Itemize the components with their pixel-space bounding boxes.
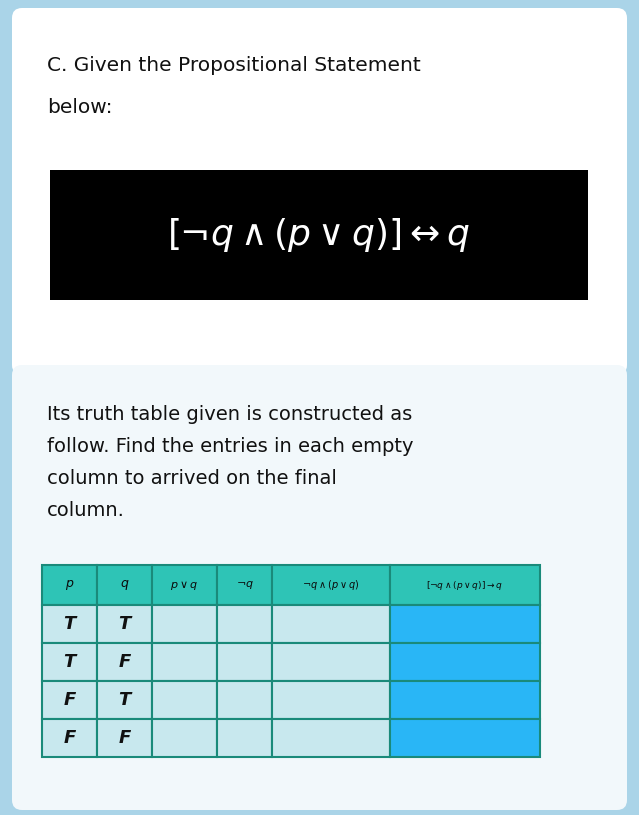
Text: $[\neg q\wedge(p\vee q)]\rightarrow q$: $[\neg q\wedge(p\vee q)]\rightarrow q$ [426,579,504,592]
Text: $[\neg q \wedge (p \vee q)] \leftrightarrow q$: $[\neg q \wedge (p \vee q)] \leftrightar… [167,216,471,254]
Bar [97,681,152,719]
Bar [272,605,390,643]
Text: F: F [63,691,75,709]
Bar [272,643,390,681]
Text: $p$: $p$ [65,578,74,592]
Bar [272,565,390,605]
Text: T: T [63,653,75,671]
Bar [217,643,272,681]
FancyBboxPatch shape [12,8,627,375]
Bar [42,565,97,605]
Text: $\neg q\wedge(p\vee q)$: $\neg q\wedge(p\vee q)$ [302,578,360,592]
Bar [152,605,217,643]
Bar [390,681,540,719]
Text: T: T [118,691,130,709]
Text: $q$: $q$ [119,578,129,592]
Bar [152,565,217,605]
Bar [97,565,152,605]
Bar [97,719,152,757]
Bar [97,605,152,643]
Bar [42,681,97,719]
Bar [152,719,217,757]
Text: F: F [118,653,130,671]
Text: F: F [63,729,75,747]
Bar [42,605,97,643]
Bar [152,681,217,719]
Text: Its truth table given is constructed as: Its truth table given is constructed as [47,405,412,424]
Bar [152,643,217,681]
Text: $\neg q$: $\neg q$ [236,579,254,591]
Bar [390,643,540,681]
Text: $p\vee q$: $p\vee q$ [171,579,199,592]
Bar [390,565,540,605]
Bar [217,605,272,643]
FancyBboxPatch shape [12,365,627,810]
Text: F: F [118,729,130,747]
Bar [390,719,540,757]
FancyBboxPatch shape [50,170,588,300]
Bar [272,719,390,757]
Bar [217,681,272,719]
Bar [272,681,390,719]
Text: C. Given the Propositional Statement: C. Given the Propositional Statement [47,56,420,75]
Text: T: T [63,615,75,633]
Bar [390,605,540,643]
Bar [217,719,272,757]
Text: follow. Find the entries in each empty: follow. Find the entries in each empty [47,437,413,456]
Text: column to arrived on the final: column to arrived on the final [47,469,337,488]
Text: below:: below: [47,98,112,117]
Text: T: T [118,615,130,633]
Bar [42,719,97,757]
Bar [217,565,272,605]
Bar [42,643,97,681]
Bar [97,643,152,681]
Text: column.: column. [47,501,125,520]
